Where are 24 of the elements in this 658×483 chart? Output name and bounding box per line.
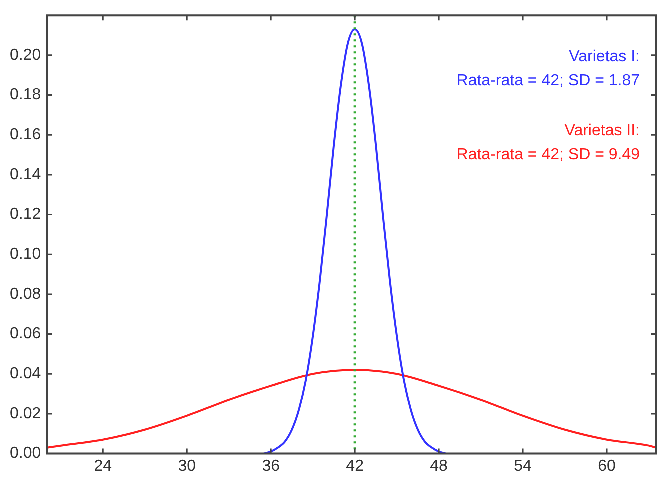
y-tick-label: 0.06 — [10, 326, 42, 343]
y-tick-label: 0.18 — [10, 86, 42, 104]
y-tick-label: 0.04 — [10, 366, 42, 383]
y-tick-label: 0.08 — [10, 286, 42, 303]
line-series — [263, 28, 448, 454]
x-tick-label: 42 — [346, 458, 364, 475]
x-tick-label: 60 — [598, 458, 616, 475]
annotation: Rata-rata = 42; SD = 1.87 — [456, 72, 640, 90]
y-tick-label: 0.16 — [10, 126, 42, 144]
x-tick-label: 30 — [178, 458, 196, 475]
y-tick-label: 0.00 — [10, 445, 42, 462]
y-tick-label: 0.14 — [10, 166, 42, 184]
x-tick-label: 24 — [94, 458, 112, 475]
annotation: Rata-rata = 42; SD = 9.49 — [456, 146, 640, 164]
x-tick-label: 36 — [262, 458, 280, 475]
y-tick-label: 0.02 — [10, 405, 42, 422]
line-series — [47, 369, 656, 449]
y-tick-label: 0.12 — [10, 206, 42, 224]
y-tick-label: 0.10 — [10, 246, 42, 264]
x-tick-label: 54 — [514, 458, 532, 475]
text: Varietas II: — [564, 122, 640, 140]
y-tick-label: 0.20 — [10, 46, 42, 64]
text: Varietas I: — [569, 48, 640, 66]
x-tick-label: 48 — [430, 458, 448, 475]
